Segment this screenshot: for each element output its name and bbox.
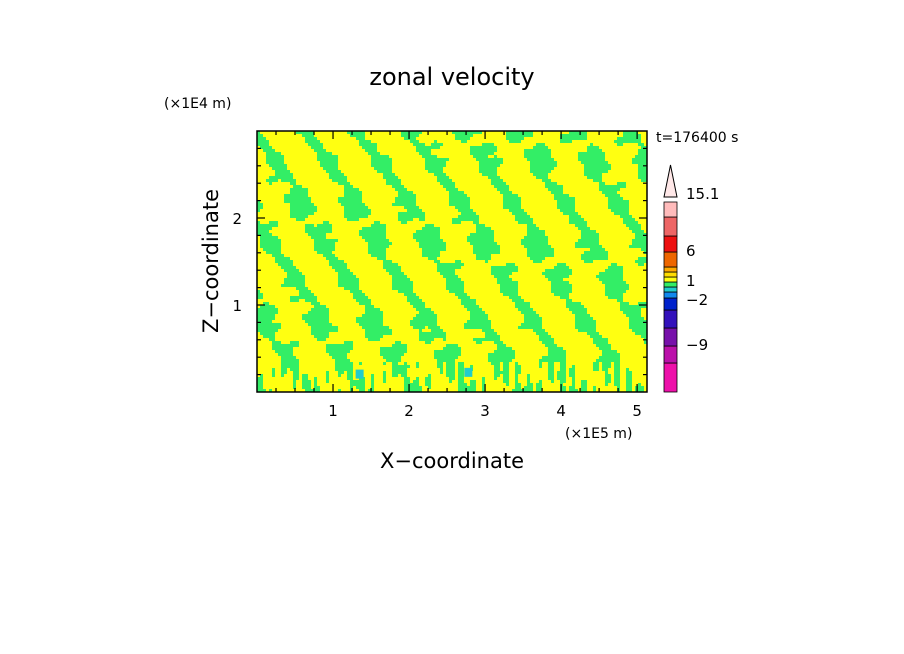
x-tick-label: 5 [632,402,642,420]
colorbar-swatch [663,291,678,299]
field-cyan-spot [464,367,473,377]
x-tick-label: 2 [404,402,414,420]
colorbar-label: 15.1 [686,185,719,203]
colorbar-swatch [663,276,678,283]
y-axis-label: Z−coordinate [199,189,223,333]
colorbar-label: 6 [686,242,696,260]
y-tick-label: 1 [232,297,242,315]
axis-ticks [257,131,647,392]
colorbar-label: −9 [686,336,708,354]
x-tick-labels: 1 2 3 4 5 [328,402,642,420]
y-tick-label: 2 [232,210,242,228]
colorbar-label: 1 [686,272,696,290]
colorbar-swatch [663,362,678,393]
colorbar-labels: 15.1 6 1−2 −9 [686,185,719,354]
y-tick-labels: 12 [232,210,242,315]
field-negative-region [257,131,647,392]
colorbar-swatch [663,216,678,237]
colorbar-swatch [663,297,678,311]
x-axis-unit: (×1E5 m) [565,426,632,442]
time-label: t=176400 s [656,130,738,146]
field-cyan-spot [355,369,364,379]
colorbar-swatch [663,286,678,293]
colorbar-swatch [663,327,678,347]
colorbar-label: −2 [686,291,708,309]
colorbar-swatch [663,266,678,273]
colorbar-swatch [663,251,678,268]
x-tick-label: 4 [556,402,566,420]
chart-title: zonal velocity [369,63,534,91]
y-axis-unit: (×1E4 m) [164,96,231,112]
colorbar-swatch [663,309,678,329]
colorbar-extend-tip [663,164,678,198]
x-tick-label: 3 [480,402,490,420]
colorbar [663,164,678,393]
plot-frame [256,130,648,393]
velocity-field [257,131,647,392]
colorbar-swatch [663,345,678,364]
x-axis-label: X−coordinate [380,449,524,473]
colorbar-swatch [663,235,678,253]
x-tick-label: 1 [328,402,338,420]
colorbar-swatch [663,201,678,218]
colorbar-swatch [663,271,678,278]
colorbar-swatch [663,281,678,288]
